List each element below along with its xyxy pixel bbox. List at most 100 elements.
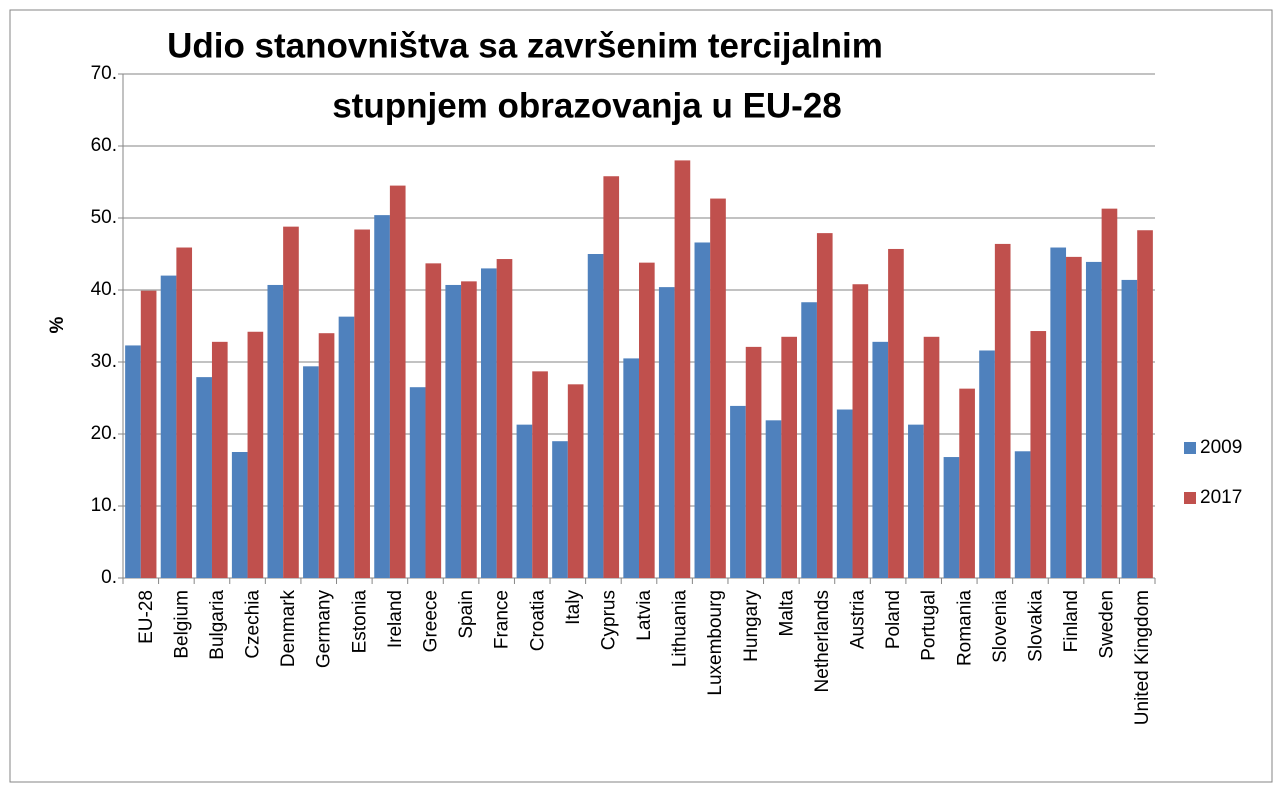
bar [816, 233, 833, 578]
bar [338, 316, 355, 578]
bar [445, 284, 462, 578]
bar [140, 290, 157, 578]
bar [959, 388, 975, 578]
bar [658, 287, 675, 578]
legend-swatch [1184, 492, 1196, 504]
x-tick-label: United Kingdom [1132, 590, 1153, 725]
bar [425, 263, 442, 578]
bar [176, 247, 193, 578]
bar [461, 281, 477, 578]
bar [745, 346, 762, 578]
chart-title: stupnjem obrazovanja u EU-28 [332, 86, 842, 125]
x-tick-label: Lithuania [670, 590, 691, 668]
bar [1014, 451, 1031, 578]
bar [1050, 247, 1067, 578]
legend-swatch [1184, 442, 1196, 454]
bar [674, 160, 691, 578]
x-tick-label: Luxembourg [705, 590, 726, 696]
bar [552, 441, 568, 578]
x-tick-label: Estonia [349, 590, 370, 654]
bar [923, 336, 940, 578]
bar [567, 384, 584, 578]
x-tick-label: Poland [883, 590, 904, 649]
bar [852, 284, 869, 578]
bar [639, 262, 655, 578]
x-tick-label: Malta [776, 590, 797, 637]
bar [354, 229, 370, 578]
x-tick-label: Italy [563, 590, 584, 625]
bar [801, 302, 817, 578]
bar [1066, 256, 1082, 578]
x-tick-label: Finland [1061, 590, 1082, 652]
bar [196, 377, 212, 578]
bar [1085, 261, 1102, 578]
bar [1121, 279, 1138, 578]
chart-title: Udio stanovništva sa završenim tercijaln… [167, 26, 883, 65]
bar [1030, 331, 1047, 578]
bar [587, 254, 604, 578]
x-tick-label: Denmark [278, 590, 299, 668]
x-tick-label: Spain [456, 590, 477, 639]
x-tick-label: Latvia [634, 590, 655, 641]
x-tick-label: Belgium [171, 590, 192, 659]
y-tick-label: 30. [91, 351, 117, 372]
bar [694, 242, 711, 579]
bar [836, 409, 853, 578]
x-tick-label: Portugal [919, 590, 940, 661]
bar [125, 345, 141, 578]
bar [211, 341, 228, 578]
legend-label: 2017 [1200, 487, 1242, 508]
y-tick-label: 0. [101, 567, 117, 588]
bar [765, 420, 782, 578]
x-tick-label: Romania [954, 590, 975, 666]
x-tick-label: Greece [420, 590, 441, 652]
bar [480, 268, 497, 578]
bar [496, 259, 513, 578]
bar [267, 284, 284, 578]
bar [781, 336, 798, 578]
bar [231, 452, 248, 578]
x-tick-label: Bulgaria [207, 590, 228, 660]
y-tick-label: 60. [91, 135, 117, 156]
legend-label: 2009 [1200, 437, 1242, 458]
bar [247, 331, 264, 578]
bar [1101, 208, 1118, 578]
x-tick-label: Austria [848, 590, 869, 650]
x-tick-label: Cyprus [598, 590, 619, 650]
bar [730, 405, 746, 578]
bar [516, 424, 533, 578]
y-tick-label: 50. [91, 207, 117, 228]
x-tick-label: Netherlands [812, 590, 833, 692]
bar [943, 457, 960, 578]
bar [283, 226, 299, 578]
y-tick-label: 20. [91, 423, 117, 444]
bar [389, 185, 406, 578]
bar [160, 275, 177, 578]
x-tick-label: Hungary [741, 590, 762, 662]
y-tick-label: 40. [91, 279, 117, 300]
y-tick-label: 70. [91, 63, 117, 84]
bar [888, 248, 904, 578]
bar [532, 371, 548, 578]
bar [374, 215, 390, 578]
x-tick-label: EU-28 [136, 590, 157, 644]
bar [409, 387, 426, 578]
bar [908, 424, 924, 578]
bar [872, 341, 889, 578]
x-tick-label: Czechia [243, 590, 264, 659]
bar [710, 198, 726, 578]
bar [603, 176, 620, 579]
bar [979, 350, 995, 578]
bar [318, 333, 335, 578]
x-tick-label: Slovenia [990, 590, 1011, 663]
x-tick-label: Sweden [1097, 590, 1118, 659]
y-axis-label: % [47, 316, 68, 333]
bar [1137, 230, 1153, 579]
bar [994, 243, 1011, 579]
x-tick-label: France [492, 590, 513, 649]
bar [623, 358, 639, 578]
x-tick-label: Ireland [385, 590, 406, 648]
bar [303, 366, 319, 578]
x-tick-label: Croatia [527, 590, 548, 652]
